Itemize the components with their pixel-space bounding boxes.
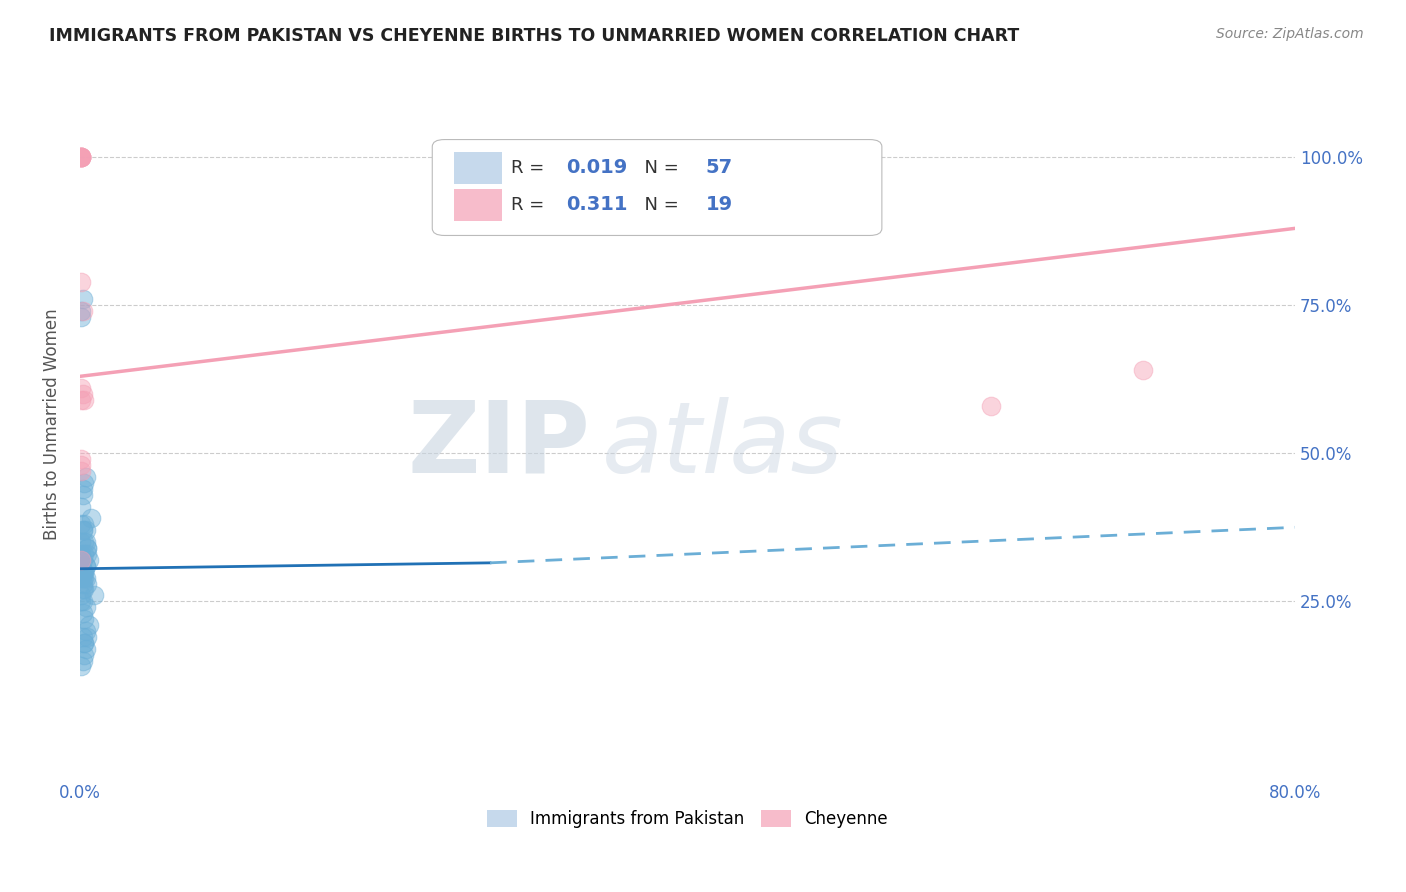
Point — [70, 535, 93, 549]
Point — [72, 571, 94, 585]
Point — [75, 600, 97, 615]
Point — [980, 399, 1002, 413]
Point — [75, 571, 97, 585]
Point — [70, 150, 93, 164]
Text: N =: N = — [633, 196, 685, 214]
Point — [76, 541, 98, 555]
Point — [72, 488, 94, 502]
Text: 57: 57 — [706, 159, 733, 178]
Point — [73, 392, 96, 407]
Point — [77, 618, 100, 632]
Point — [72, 293, 94, 307]
Point — [75, 641, 97, 656]
Point — [77, 553, 100, 567]
Point — [75, 558, 97, 573]
Point — [70, 150, 93, 164]
Point — [72, 576, 94, 591]
Point — [70, 150, 93, 164]
Point — [72, 304, 94, 318]
Point — [72, 553, 94, 567]
Point — [70, 150, 93, 164]
Point — [75, 558, 97, 573]
Point — [72, 482, 94, 496]
Text: 0.311: 0.311 — [567, 195, 627, 214]
Point — [72, 653, 94, 667]
Point — [72, 606, 94, 620]
Point — [75, 470, 97, 484]
Point — [72, 594, 94, 608]
Text: Source: ZipAtlas.com: Source: ZipAtlas.com — [1216, 27, 1364, 41]
Point — [72, 523, 94, 537]
Point — [70, 594, 93, 608]
Point — [73, 517, 96, 532]
Point — [70, 381, 93, 395]
Legend: Immigrants from Pakistan, Cheyenne: Immigrants from Pakistan, Cheyenne — [481, 803, 894, 835]
Point — [76, 630, 98, 644]
Y-axis label: Births to Unmarried Women: Births to Unmarried Women — [44, 308, 60, 540]
Point — [70, 659, 93, 673]
Point — [72, 523, 94, 537]
Text: IMMIGRANTS FROM PAKISTAN VS CHEYENNE BIRTHS TO UNMARRIED WOMEN CORRELATION CHART: IMMIGRANTS FROM PAKISTAN VS CHEYENNE BIR… — [49, 27, 1019, 45]
Text: 19: 19 — [706, 195, 733, 214]
Point — [73, 636, 96, 650]
Point — [70, 150, 93, 164]
Point — [73, 582, 96, 597]
Point — [73, 535, 96, 549]
Point — [70, 571, 93, 585]
Text: 0.019: 0.019 — [567, 159, 627, 178]
Point — [73, 565, 96, 579]
Point — [76, 547, 98, 561]
Point — [75, 523, 97, 537]
Point — [72, 565, 94, 579]
Point — [76, 541, 98, 555]
Point — [70, 553, 93, 567]
Point — [79, 511, 101, 525]
Point — [70, 150, 93, 164]
Point — [70, 458, 93, 472]
Point — [75, 624, 97, 638]
Text: R =: R = — [512, 159, 550, 177]
Point — [76, 576, 98, 591]
Point — [73, 571, 96, 585]
FancyBboxPatch shape — [432, 139, 882, 235]
Point — [72, 565, 94, 579]
Point — [70, 275, 93, 289]
Point — [1132, 363, 1154, 377]
Point — [70, 558, 93, 573]
Point — [70, 150, 93, 164]
Point — [70, 310, 93, 325]
Text: ZIP: ZIP — [408, 397, 591, 493]
Point — [70, 558, 93, 573]
Point — [83, 588, 105, 602]
Text: N =: N = — [633, 159, 685, 177]
Point — [73, 612, 96, 626]
Point — [70, 392, 93, 407]
FancyBboxPatch shape — [454, 153, 502, 184]
Point — [72, 630, 94, 644]
Text: R =: R = — [512, 196, 550, 214]
Point — [70, 547, 93, 561]
Point — [70, 464, 93, 478]
Point — [73, 547, 96, 561]
Point — [70, 452, 93, 467]
Point — [70, 500, 93, 514]
Point — [70, 304, 93, 318]
Point — [73, 565, 96, 579]
Point — [75, 535, 97, 549]
Point — [73, 648, 96, 662]
Point — [72, 387, 94, 401]
FancyBboxPatch shape — [454, 189, 502, 220]
Text: atlas: atlas — [602, 397, 844, 493]
Point — [70, 588, 93, 602]
Point — [73, 636, 96, 650]
Point — [73, 475, 96, 490]
Point — [70, 517, 93, 532]
Point — [72, 582, 94, 597]
